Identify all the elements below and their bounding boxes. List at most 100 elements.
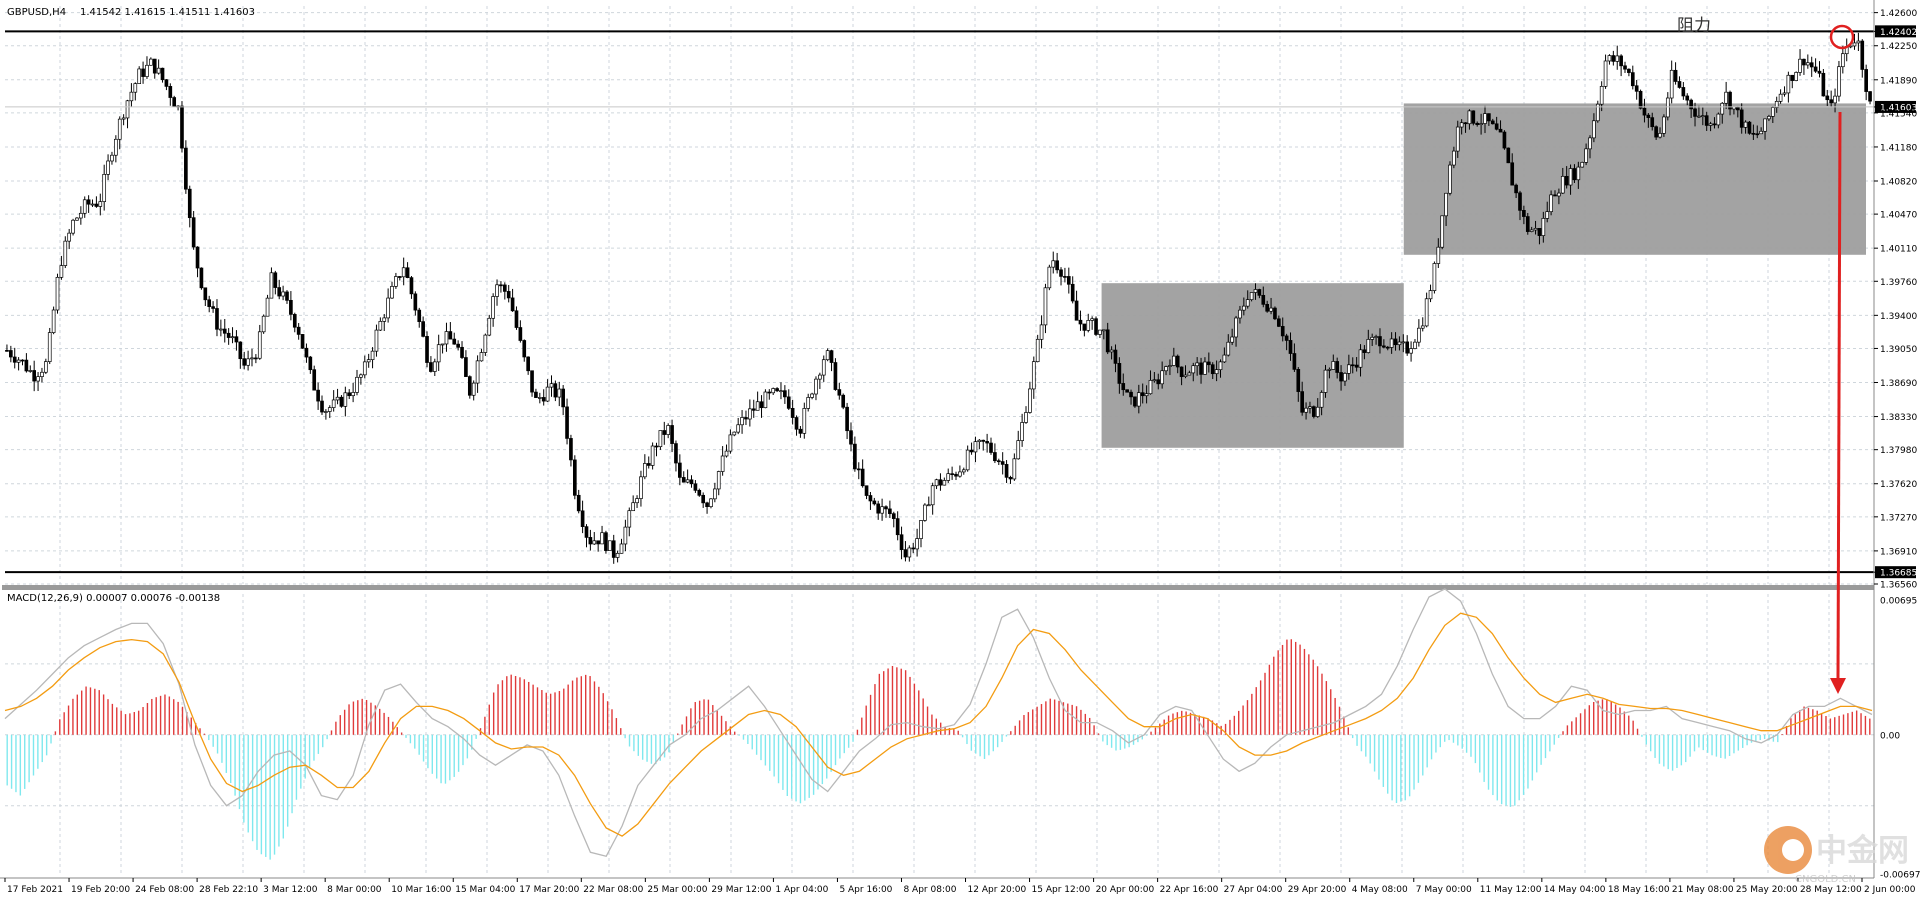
candle-body — [285, 291, 289, 301]
candle-body — [1148, 380, 1153, 395]
candle-body — [324, 411, 328, 413]
price-tick-label: 1.37270 — [1880, 513, 1917, 523]
candlestick-series[interactable] — [5, 32, 1872, 564]
candle-body — [1160, 370, 1164, 385]
candle-body — [763, 391, 768, 409]
candle-body — [343, 392, 348, 407]
candle-body — [584, 526, 589, 538]
candle-body — [553, 383, 558, 398]
candle-body — [219, 328, 223, 331]
candle-body — [141, 68, 145, 77]
candle-body — [1401, 341, 1406, 344]
candle-body — [845, 406, 849, 432]
candle-body — [456, 343, 460, 348]
candle-body — [767, 391, 772, 394]
candle-body — [958, 471, 962, 477]
candle-body — [316, 389, 320, 402]
candle-body — [1362, 349, 1367, 353]
candle-body — [954, 473, 958, 477]
candle-body — [102, 173, 107, 202]
candle-body — [1168, 365, 1172, 367]
candle-body — [849, 430, 853, 445]
candle-body — [919, 520, 923, 539]
price-tick-label: 1.42600 — [1880, 9, 1917, 19]
candle-body — [771, 388, 776, 394]
candle-body — [565, 406, 569, 439]
candle-body — [1039, 324, 1044, 340]
candle-body — [1506, 147, 1511, 164]
candle-body — [1070, 283, 1075, 302]
candle-body — [1689, 99, 1693, 110]
candle-body — [327, 407, 332, 412]
candle-body — [518, 327, 523, 341]
candle-body — [1078, 319, 1083, 325]
price-tick-label: 1.37620 — [1880, 480, 1917, 490]
candle-body — [938, 479, 943, 486]
candle-body — [199, 267, 204, 289]
candle-body — [292, 314, 297, 328]
candle-body — [28, 370, 33, 372]
candle-body — [160, 67, 165, 81]
candle-body — [1494, 123, 1499, 130]
candle-body — [397, 276, 402, 278]
time-tick-label: 17 Feb 2021 — [7, 885, 63, 895]
candle-body — [265, 297, 270, 317]
time-tick-label: 29 Mar 12:00 — [711, 885, 771, 895]
candle-body — [1140, 392, 1145, 397]
candle-body — [689, 479, 694, 485]
candle-body — [662, 430, 667, 435]
time-tick-label: 22 Mar 08:00 — [583, 885, 643, 895]
candle-body — [1557, 192, 1561, 197]
candle-body — [1020, 422, 1024, 441]
candle-body — [483, 334, 488, 353]
candle-body — [1697, 115, 1701, 118]
candle-body — [837, 389, 842, 396]
candle-body — [868, 495, 873, 502]
candle-body — [1852, 42, 1857, 47]
pane-separator[interactable] — [2, 585, 1874, 590]
candle-body — [1354, 364, 1359, 368]
candle-body — [596, 540, 600, 545]
candle-body — [1133, 396, 1137, 407]
price-tick-label: 1.41540 — [1880, 109, 1917, 119]
candle-body — [1525, 216, 1530, 232]
candle-body — [1055, 260, 1059, 271]
price-tick-label: 1.36910 — [1880, 547, 1917, 557]
candle-body — [724, 450, 729, 457]
candle-body — [1444, 192, 1448, 217]
candle-body — [557, 388, 562, 398]
candle-body — [572, 459, 577, 496]
candle-body — [1094, 318, 1098, 335]
candle-body — [180, 105, 184, 149]
time-tick-label: 2 Jun 00:00 — [1864, 885, 1916, 895]
candle-body — [1378, 336, 1382, 347]
candle-body — [592, 540, 597, 545]
candle-body — [440, 343, 445, 346]
candle-body — [1467, 110, 1472, 125]
candle-body — [996, 460, 1001, 463]
candle-body — [639, 476, 643, 499]
candle-body — [510, 297, 515, 312]
candle-body — [678, 462, 682, 478]
candle-body — [1101, 329, 1106, 332]
candle-body — [230, 336, 235, 339]
candle-body — [720, 455, 725, 472]
candle-body — [184, 147, 188, 190]
candle-body — [1728, 91, 1732, 110]
candle-body — [950, 473, 954, 476]
candle-body — [5, 349, 9, 352]
candle-body — [1366, 339, 1371, 353]
candle-body — [631, 502, 635, 512]
candle-body — [880, 506, 884, 514]
candle-body — [335, 396, 340, 401]
candle-body — [479, 352, 484, 362]
horizontal-levels[interactable] — [5, 30, 1874, 574]
candle-body — [149, 58, 153, 66]
candle-body — [1210, 364, 1215, 375]
candle-body — [623, 526, 628, 545]
candle-body — [627, 510, 632, 528]
candle-body — [1755, 133, 1760, 136]
candle-body — [666, 425, 671, 435]
candle-body — [355, 376, 359, 393]
candle-body — [409, 277, 414, 295]
